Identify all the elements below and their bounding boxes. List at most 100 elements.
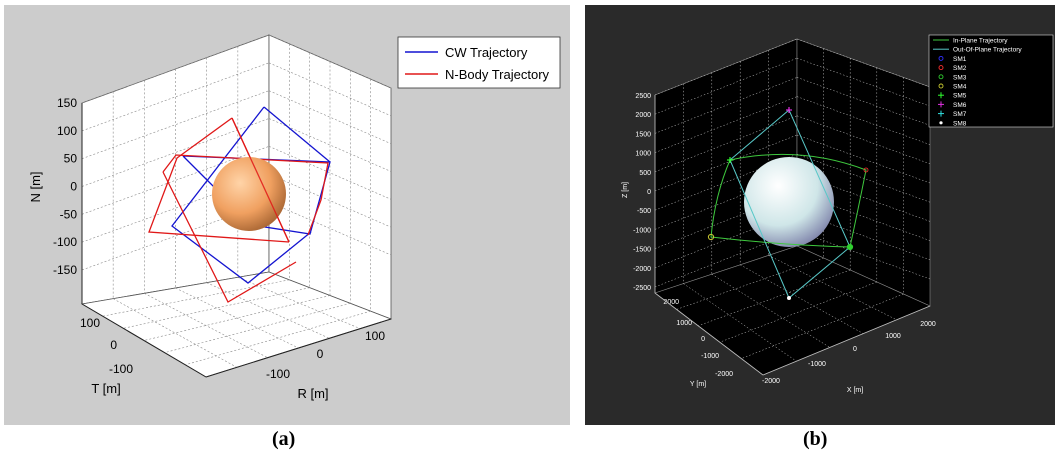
chart-a-gridline-z bbox=[81, 62, 270, 132]
chart-b-legend-label: SM1 bbox=[953, 56, 967, 63]
chart-b-legend-label: SM2 bbox=[953, 65, 967, 72]
chart-a-tick-label-t: -100 bbox=[109, 362, 133, 376]
chart-b-tick-label-y: 2000 bbox=[663, 299, 679, 306]
chart-a-axis-r bbox=[205, 318, 392, 378]
chart-b-gridline-floor bbox=[740, 264, 864, 334]
chart-b-gridline-z bbox=[796, 173, 931, 222]
chart-a-gridline-z bbox=[81, 90, 270, 159]
chart-b-tick-label-y: 0 bbox=[701, 336, 705, 343]
chart-b-legend-swatch bbox=[938, 65, 944, 71]
chart-a-legend: CW Trajectory N-Body Trajectory bbox=[397, 36, 561, 89]
chart-b-axes-box bbox=[654, 38, 931, 376]
chart-b-tick-label-z: -500 bbox=[637, 208, 651, 215]
chart-a-tick-labels: 150 100 50 0 -50 -100 -150 100 0 -100 -100 0 100 bbox=[53, 96, 385, 381]
chart-a-axis-label-t: T [m] bbox=[91, 381, 120, 396]
chart-b-tick-label-z: -1500 bbox=[633, 247, 651, 254]
chart-a: 150 100 50 0 -50 -100 -150 100 0 -100 -100 0 100 CW … bbox=[4, 5, 570, 425]
chart-b-legend-label: SM3 bbox=[953, 74, 967, 81]
chart-a-legend-box bbox=[397, 36, 561, 89]
chart-b-marker-sm3 bbox=[846, 243, 854, 251]
chart-a-legend-label: CW Trajectory bbox=[445, 45, 528, 60]
chart-b-legend-label: SM8 bbox=[953, 120, 967, 127]
chart-a-series-nbody-front bbox=[231, 117, 290, 243]
chart-b-legend-swatch bbox=[938, 83, 944, 89]
chart-b-tick-label-x: 2000 bbox=[920, 321, 936, 328]
chart-b-legend-label: SM6 bbox=[953, 102, 967, 109]
chart-a-axis-label-r: R [m] bbox=[297, 386, 328, 401]
chart-b-gridline-floor bbox=[719, 281, 877, 343]
chart-a-gridline-floor bbox=[185, 310, 371, 366]
chart-b-legend-box bbox=[928, 34, 1054, 128]
chart-b-tick-label-z: 2000 bbox=[635, 112, 651, 119]
chart-a-series-front bbox=[231, 117, 290, 243]
chart-b-gridline-z bbox=[654, 96, 798, 153]
chart-a-series-cw-line bbox=[263, 106, 331, 163]
chart-b-marker-sm8 bbox=[787, 296, 791, 300]
chart-b-legend: In-Plane Trajectory Out-Of-Plane Trajecto… bbox=[928, 34, 1054, 128]
chart-b-legend-swatch bbox=[939, 121, 943, 125]
chart-b-gridline-z bbox=[796, 192, 931, 241]
chart-b-axis-labels: Z [m] Y [m] X [m] bbox=[622, 182, 863, 394]
chart-a-series-nbody-line bbox=[162, 171, 297, 303]
chart-a-gridline-floor bbox=[144, 293, 268, 358]
chart-b-tick-label-x: -2000 bbox=[762, 378, 780, 385]
chart-a-tick-label-t: 0 bbox=[110, 338, 117, 352]
chart-b-legend-label: SM7 bbox=[953, 111, 967, 118]
chart-a-axis-label-n: N [m] bbox=[28, 171, 43, 202]
chart-b-gridline-z bbox=[796, 115, 931, 165]
chart-a-tick-label-z: 0 bbox=[70, 180, 77, 194]
chart-a-tick-label-z: 150 bbox=[57, 96, 77, 110]
chart-b-gridline-z bbox=[796, 211, 931, 261]
chart-b-legend-label: Out-Of-Plane Trajectory bbox=[953, 47, 1022, 54]
chart-b-tick-label-z: -2500 bbox=[633, 285, 651, 292]
chart-b-gridline-floor bbox=[698, 269, 851, 327]
chart-b-tick-labels: 2500 2000 1500 1000 500 0 -500 -1000 -1500 -2000 -… bbox=[633, 93, 936, 385]
chart-b-tick-label-z: 500 bbox=[639, 170, 651, 177]
chart-b-tick-label-x: 0 bbox=[853, 346, 857, 353]
chart-b-series bbox=[707, 107, 869, 300]
chart-b-tick-label-z: 0 bbox=[647, 189, 651, 196]
chart-a-tick-label-r: -100 bbox=[266, 367, 290, 381]
chart-b: 2500 2000 1500 1000 500 0 -500 -1000 -1500 -2000 -… bbox=[585, 5, 1055, 425]
chart-b-sphere bbox=[744, 157, 834, 247]
panel-label-a: (a) bbox=[272, 428, 296, 450]
chart-b-tick-label-z: 1500 bbox=[635, 131, 651, 138]
chart-b-gridline-z bbox=[654, 134, 798, 192]
chart-b-gridline-z bbox=[654, 115, 798, 173]
chart-b-gridline-z bbox=[654, 77, 798, 134]
chart-b-gridline-z bbox=[796, 38, 931, 88]
chart-a-sphere bbox=[212, 157, 286, 231]
chart-b-gridline-z bbox=[654, 38, 798, 96]
chart-a-tick-label-z: -100 bbox=[53, 235, 77, 249]
chart-a-series-cw-line bbox=[171, 106, 312, 284]
chart-a-series-nbody-line bbox=[148, 117, 290, 243]
chart-b-axis-label-z: Z [m] bbox=[622, 182, 629, 198]
chart-a-tick-label-z: -50 bbox=[60, 207, 78, 221]
chart-b-gridline-z bbox=[796, 57, 931, 107]
chart-b-gridline-floor bbox=[676, 257, 824, 310]
chart-a-tick-label-t: 100 bbox=[80, 316, 100, 330]
chart-b-marker-sm4 bbox=[707, 233, 715, 241]
chart-b-gridline-z bbox=[796, 230, 931, 280]
chart-a-legend-label: N-Body Trajectory bbox=[445, 67, 550, 82]
chart-b-tick-label-z: -1000 bbox=[633, 227, 651, 234]
chart-b-gridlines bbox=[654, 38, 931, 362]
chart-b-gridline-z bbox=[796, 153, 931, 203]
chart-a-gridline-floor bbox=[175, 287, 299, 349]
panel-label-b: (b) bbox=[803, 428, 828, 450]
chart-b-tick-label-x: 1000 bbox=[885, 333, 901, 340]
chart-a-tick-label-r: 100 bbox=[365, 329, 385, 343]
chart-b-legend-label: SM5 bbox=[953, 93, 967, 100]
chart-b-gridline-z bbox=[796, 96, 931, 145]
chart-b-legend-label: In-Plane Trajectory bbox=[953, 38, 1008, 45]
chart-b-legend-swatch bbox=[938, 55, 944, 61]
chart-b-axis-label-x: X [m] bbox=[847, 387, 863, 394]
chart-b-tick-label-y: -1000 bbox=[701, 353, 719, 360]
chart-b-gridline-floor bbox=[768, 255, 897, 321]
chart-a-axis-labels: N [m] T [m] R [m] bbox=[28, 171, 329, 401]
chart-a-tick-label-z: 50 bbox=[64, 152, 78, 166]
chart-b-gridline-z bbox=[654, 57, 798, 115]
chart-b-tick-label-z: 2500 bbox=[635, 93, 651, 100]
chart-b-gridline-floor bbox=[711, 273, 830, 348]
